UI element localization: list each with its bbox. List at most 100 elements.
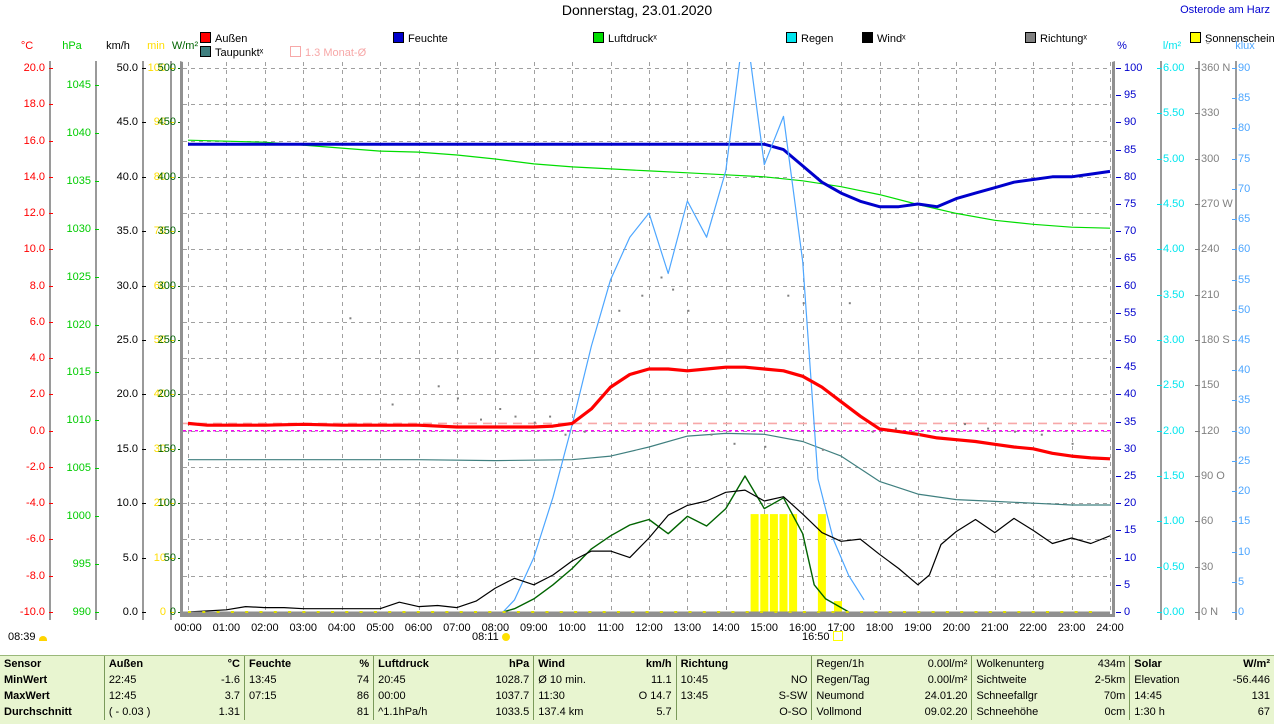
axis-tick-degree: 120 [1201,424,1220,437]
legend-item-feuchte[interactable]: Feuchte [393,32,448,45]
axis-tick-mark [1157,295,1162,296]
axis-tick-mark [49,322,53,323]
axis-tick-mark [49,539,53,540]
axis-tick-lm2: 4.50 [1163,198,1185,210]
table-cell-aussen-value: 1.31 [218,706,240,718]
table-cell-luftdruck-value: 1033.5 [495,706,530,718]
axis-tick-mark [1157,431,1162,432]
axis-tick-klux: 25 [1238,454,1251,467]
axis-tick-klux: 85 [1238,92,1251,105]
axis-tick-mark [1195,567,1200,568]
table-cell-wind-value: O 14.7 [638,690,672,702]
axis-tick-mark [142,340,146,341]
axis-tick-mark [95,612,99,613]
sunrise-event-icon [501,633,510,641]
axis-tick-min: 80 [153,170,166,183]
axis-tick-mark [170,612,174,613]
axis-tick-mark [95,277,99,278]
axis-tick-kmh: 5.0 [122,551,138,564]
axis-tick-mark [142,231,146,232]
axis-tick-mark [1232,612,1237,613]
weather-chart-plot[interactable] [180,61,1115,617]
table-cell-wolken-label: Sichtweite [971,672,1072,688]
axis-tick-percent: 25 [1124,470,1137,482]
legend-item-richtung[interactable]: Richtungˣ [1025,32,1087,45]
table-cell-solar-label: 14:45 [1129,688,1201,704]
axis-tick-mark [1195,113,1200,114]
axis-tick-lm2: 6.00 [1163,62,1185,74]
table-cell-aussen-label: 12:45 [103,688,187,704]
axis-tick-min: 90 [153,116,166,129]
table-cell-richtung-value [752,656,812,672]
legend-swatch-icon [1025,32,1036,43]
axis-tick-mark [49,358,53,359]
table-cell-wolken-value: 0cm [1104,706,1126,718]
legend-item-außen[interactable]: Außen [200,32,247,45]
x-axis-tick: 14:00 [712,622,740,634]
axis-unit-lm2: l/m² [1162,40,1182,52]
axis-tick-klux: 75 [1238,152,1251,165]
axis-tick-kmh: 10.0 [116,497,138,510]
summary-table: Sensor Außen °C Feuchte% Luftdruck hPa Wind km/… [0,655,1274,724]
axis-tick-percent: 5 [1124,578,1131,591]
axis-tick-mark [1232,491,1237,492]
axis-tick-mark [170,231,174,232]
axis-tick-min: 10 [153,551,166,564]
page-title: Donnerstag, 23.01.2020 [561,2,713,18]
axis-tick-hpa: 1010 [66,414,91,427]
axis-tick-celsius: 4.0 [29,352,45,365]
axis-tick-celsius: -10.0 [19,606,45,618]
legend-item-regen[interactable]: Regen [786,32,833,45]
x-axis-tick: 07:00 [443,622,471,634]
axis-tick-wm2: 150 [157,442,176,455]
axis-tick-percent: 0 [1124,606,1131,618]
axis-tick-mark [1157,476,1162,477]
axis-tick-mark [49,141,53,142]
x-axis-tick: 15:00 [750,622,779,634]
axis-tick-mark [1116,558,1121,559]
axis-tick-kmh: 0.0 [122,606,138,618]
legend-label: Richtungˣ [1040,33,1088,45]
table-cell-aussen-label: Außen [103,656,187,672]
axis-tick-min: 20 [153,497,166,510]
axis-tick-klux: 30 [1238,424,1251,437]
legend-item-sonnenschein[interactable]: Sonnenschein [1190,32,1274,45]
legend-label: Windˣ [877,33,906,45]
x-axis-tick: 22:00 [1019,622,1047,634]
axis-tick-mark [1157,113,1162,114]
axis-tick-mark [1232,310,1237,311]
axis-tick-mark [1116,340,1121,341]
axis-tick-mark [49,503,53,504]
table-cell-solar-value: 131 [1251,690,1270,702]
axis-tick-mark [1157,385,1162,386]
axis-tick-mark [1232,340,1237,341]
axis-tick-klux: 70 [1238,182,1251,195]
table-cell-wind-label: Wind [533,656,614,672]
axis-tick-percent: 85 [1124,143,1137,156]
table-cell-luftdruck-value: hPa [509,658,530,670]
axis-tick-lm2: 3.00 [1163,334,1185,346]
axis-tick-lm2: 5.50 [1163,107,1185,120]
legend-item-wind[interactable]: Windˣ [862,32,906,45]
table-cell-aussen-value: °C [227,658,240,670]
x-axis-tick: 05:00 [366,622,394,634]
x-axis-tick: 01:00 [212,622,241,634]
axis-tick-mark [142,449,146,450]
sunrise-event-text: 08:11 [472,631,499,643]
axis-tick-mark [1116,449,1121,450]
axis-tick-mark [1116,286,1121,287]
legend-swatch-icon [593,32,604,43]
legend-item-13monat[interactable]: 1.3 Monat-Ø [290,46,366,59]
axis-tick-klux: 80 [1238,122,1251,135]
axis-tick-mark [95,325,99,326]
moonset-event: 08:39 [8,631,47,643]
axis-unit-percent: % [1117,40,1127,52]
axis-tick-mark [95,516,99,517]
axis-tick-wm2: 200 [157,388,176,401]
table-row: Sensor Außen °C Feuchte% Luftdruck hPa Wind km/… [0,656,1274,672]
table-cell-regen-label: Regen/1h [811,656,903,672]
legend-item-taupunkt[interactable]: Taupunktˣ [200,46,263,59]
legend-item-luftdruck[interactable]: Luftdruckˣ [593,32,657,45]
axis-tick-mark [170,286,174,287]
axis-tick-mark [1116,68,1121,69]
